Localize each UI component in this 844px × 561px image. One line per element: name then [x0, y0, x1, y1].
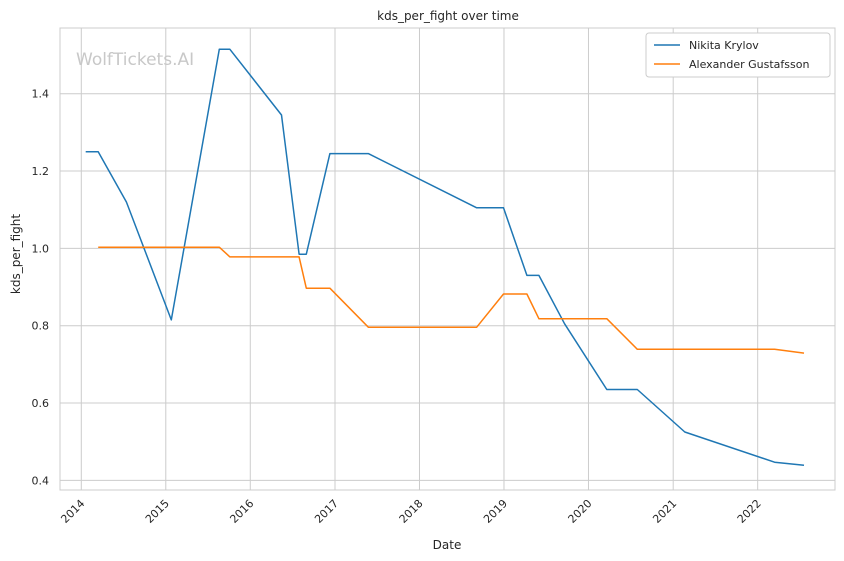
y-axis-label: kds_per_fight — [9, 214, 23, 295]
y-tick-labels: 0.4 0.6 0.8 1.0 1.2 1.4 — [32, 88, 50, 488]
y-tick-label-0.8: 0.8 — [32, 320, 50, 333]
x-gridlines — [80, 28, 759, 490]
series-line-alexander-gustafsson — [98, 246, 805, 354]
y-tick-label-0.6: 0.6 — [32, 397, 50, 410]
plot-border — [59, 27, 836, 491]
legend-label-nikita-krylov: Nikita Krylov — [689, 39, 759, 52]
series-line-nikita-krylov — [85, 48, 805, 467]
y-tick-label-0.4: 0.4 — [32, 474, 50, 487]
legend-box — [645, 32, 831, 78]
plot-background — [60, 28, 835, 490]
legend: Nikita Krylov Alexander Gustafsson — [645, 32, 831, 78]
y-tick-label-1.4: 1.4 — [32, 88, 50, 101]
legend-label-alexander-gustafsson: Alexander Gustafsson — [689, 58, 809, 71]
y-tick-label-1.0: 1.0 — [32, 242, 50, 255]
watermark-text: WolfTickets.AI — [76, 50, 194, 70]
y-tick-label-1.2: 1.2 — [32, 165, 50, 178]
x-axis-label: Date — [433, 538, 462, 552]
series-lines — [85, 48, 805, 467]
plot-area — [60, 28, 835, 490]
plot-frame — [59, 27, 836, 491]
y-gridlines — [60, 93, 835, 481]
chart-title: kds_per_fight over time — [377, 9, 519, 23]
